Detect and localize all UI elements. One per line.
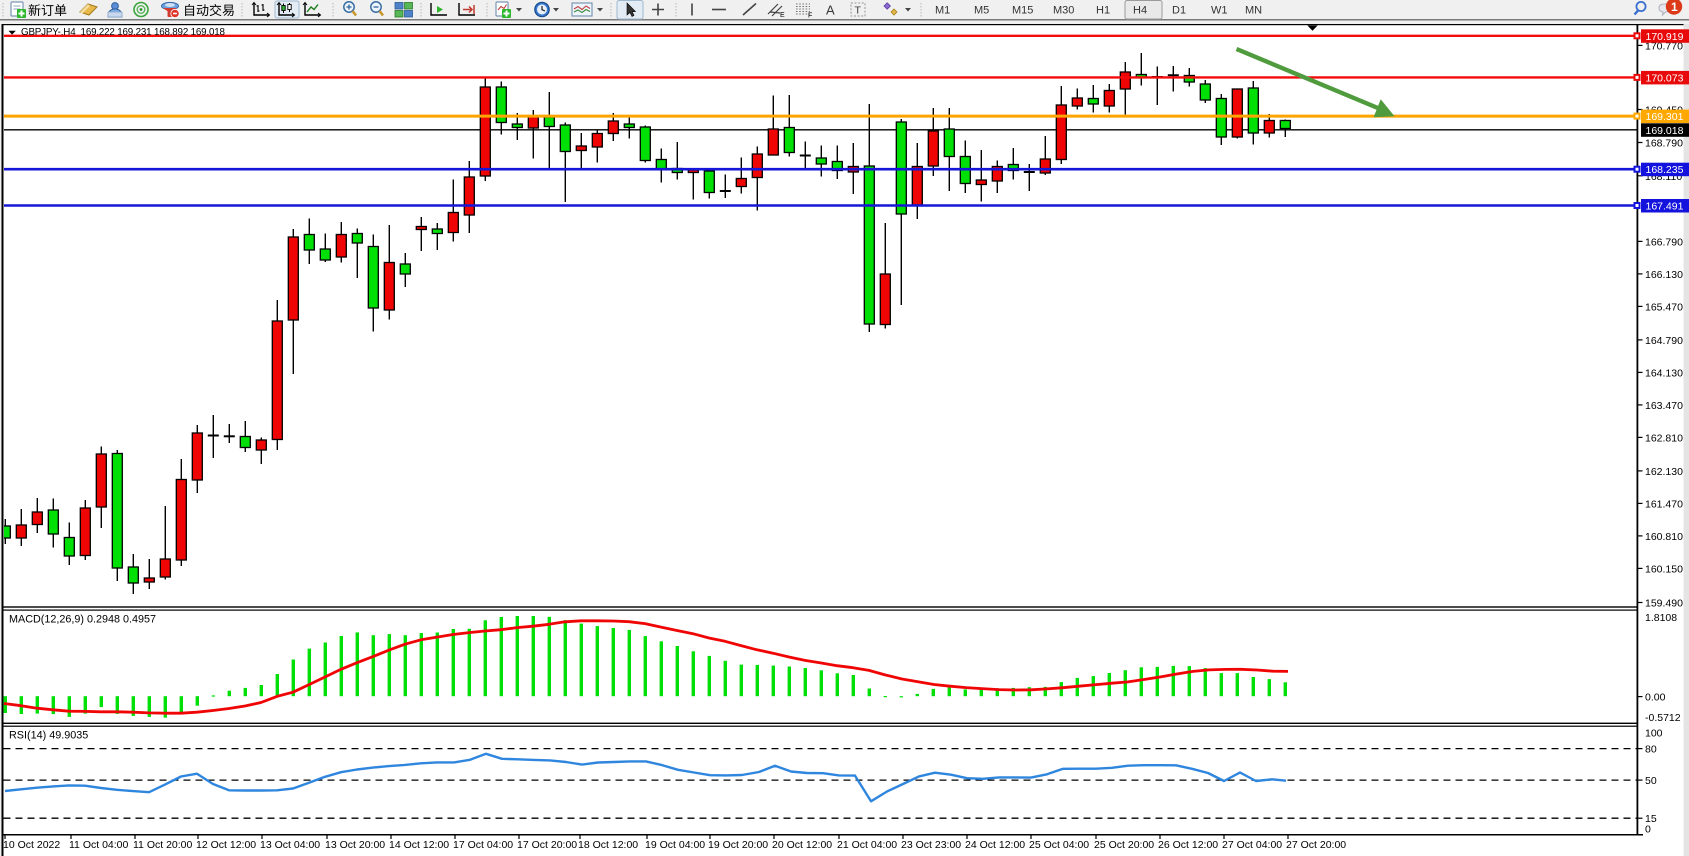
svg-text:0.00: 0.00	[1645, 692, 1666, 704]
svg-text:27 Oct 20:00: 27 Oct 20:00	[1286, 839, 1346, 851]
svg-text:25 Oct 20:00: 25 Oct 20:00	[1094, 839, 1154, 851]
svg-text:M15: M15	[1012, 5, 1033, 17]
svg-text:10 Oct 2022: 10 Oct 2022	[3, 839, 60, 851]
svg-text:F: F	[808, 13, 812, 20]
svg-text:0: 0	[1645, 824, 1651, 836]
svg-text:165.470: 165.470	[1645, 301, 1683, 313]
svg-text:12 Oct 12:00: 12 Oct 12:00	[196, 839, 256, 851]
svg-text:A: A	[826, 3, 835, 18]
svg-text:17 Oct 20:00: 17 Oct 20:00	[517, 839, 577, 851]
svg-text:13 Oct 04:00: 13 Oct 04:00	[260, 839, 320, 851]
svg-text:H1: H1	[1096, 5, 1110, 17]
svg-text:11 Oct 04:00: 11 Oct 04:00	[69, 839, 129, 851]
svg-text:27 Oct 04:00: 27 Oct 04:00	[1222, 839, 1282, 851]
svg-text:H4: H4	[1133, 5, 1147, 17]
svg-text:-0.5712: -0.5712	[1645, 712, 1681, 724]
svg-text:80: 80	[1645, 744, 1657, 756]
svg-text:167.491: 167.491	[1646, 201, 1684, 213]
svg-text:E: E	[780, 12, 785, 19]
svg-text:26 Oct 12:00: 26 Oct 12:00	[1158, 839, 1218, 851]
svg-text:169.301: 169.301	[1646, 111, 1684, 123]
svg-text:162.810: 162.810	[1645, 432, 1683, 444]
svg-text:166.130: 166.130	[1645, 269, 1683, 281]
svg-text:1: 1	[1671, 0, 1678, 14]
svg-text:161.470: 161.470	[1645, 498, 1683, 510]
svg-text:M5: M5	[974, 5, 989, 17]
svg-text:24 Oct 12:00: 24 Oct 12:00	[965, 839, 1025, 851]
svg-text:164.130: 164.130	[1645, 367, 1683, 379]
svg-text:19 Oct 04:00: 19 Oct 04:00	[645, 839, 705, 851]
svg-text:1.8108: 1.8108	[1645, 612, 1677, 624]
svg-text:162.130: 162.130	[1645, 466, 1683, 478]
svg-text:100: 100	[1645, 727, 1663, 739]
svg-text:170.073: 170.073	[1646, 72, 1684, 84]
svg-text:MN: MN	[1245, 5, 1262, 17]
svg-text:168.235: 168.235	[1646, 164, 1684, 176]
svg-text:17 Oct 04:00: 17 Oct 04:00	[453, 839, 513, 851]
svg-text:M30: M30	[1053, 5, 1074, 17]
svg-text:21 Oct 04:00: 21 Oct 04:00	[837, 839, 897, 851]
svg-text:169.018: 169.018	[1646, 125, 1684, 137]
svg-text:15: 15	[1645, 813, 1657, 825]
svg-text:163.470: 163.470	[1645, 400, 1683, 412]
svg-text:RSI(14) 49.9035: RSI(14) 49.9035	[9, 730, 88, 742]
svg-text:20 Oct 12:00: 20 Oct 12:00	[772, 839, 832, 851]
svg-text:18 Oct 12:00: 18 Oct 12:00	[578, 839, 638, 851]
svg-text:D1: D1	[1172, 5, 1186, 17]
svg-text:170.919: 170.919	[1646, 31, 1684, 43]
svg-text:50: 50	[1645, 775, 1657, 787]
svg-text:159.490: 159.490	[1645, 598, 1683, 610]
svg-text:170.770: 170.770	[1645, 40, 1683, 52]
svg-text:T: T	[855, 5, 862, 17]
svg-text:MACD(12,26,9) 0.2948 0.4957: MACD(12,26,9) 0.2948 0.4957	[9, 614, 156, 626]
svg-text:11 Oct 20:00: 11 Oct 20:00	[133, 839, 193, 851]
svg-text:160.150: 160.150	[1645, 563, 1683, 575]
svg-text:19 Oct 20:00: 19 Oct 20:00	[708, 839, 768, 851]
svg-text:160.810: 160.810	[1645, 531, 1683, 543]
svg-text:13 Oct 20:00: 13 Oct 20:00	[325, 839, 385, 851]
svg-text:168.790: 168.790	[1645, 138, 1683, 150]
svg-text:164.790: 164.790	[1645, 335, 1683, 347]
svg-text:GBPJPY-.H4 169.222 169.231 16: GBPJPY-.H4 169.222 169.231 168.892 169.0…	[21, 27, 226, 38]
svg-text:25 Oct 04:00: 25 Oct 04:00	[1029, 839, 1089, 851]
svg-text:166.790: 166.790	[1645, 236, 1683, 248]
svg-text:W1: W1	[1211, 5, 1228, 17]
svg-text:14 Oct 12:00: 14 Oct 12:00	[389, 839, 449, 851]
svg-text:23 Oct 23:00: 23 Oct 23:00	[901, 839, 961, 851]
svg-text:M1: M1	[935, 5, 950, 17]
